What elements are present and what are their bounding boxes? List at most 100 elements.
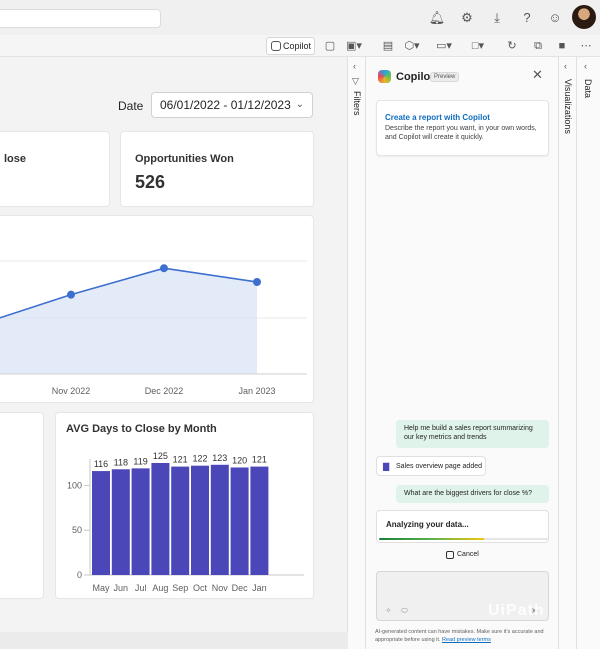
chevron-left-icon[interactable]: ‹: [564, 61, 567, 71]
bar-chart-icon: ▇: [383, 462, 390, 471]
save-icon[interactable]: ■: [558, 40, 566, 52]
bar: [111, 469, 130, 575]
avatar[interactable]: [572, 5, 596, 29]
x-tick-label: Nov: [212, 583, 229, 593]
line-point: [160, 264, 168, 273]
bar: [131, 468, 150, 575]
page-tabs-bar: [0, 632, 348, 649]
user-message: Help me build a sales report summarizing…: [396, 420, 549, 448]
filters-pane[interactable]: ‹ ▽ Filters: [348, 57, 366, 649]
share-icon[interactable]: ⬡▾: [404, 40, 420, 52]
bot-message-text: Sales overview page added: [396, 463, 483, 470]
kpi-label: lose: [4, 153, 27, 165]
refresh-icon[interactable]: ↻: [507, 40, 517, 52]
y-tick-label: 100: [67, 480, 82, 490]
stop-icon: [446, 551, 454, 559]
date-range-value: 06/01/2022 - 01/12/2023: [160, 98, 291, 112]
progress-fill: [379, 538, 484, 540]
chevron-left-icon[interactable]: ‹: [353, 61, 356, 71]
attach-icon[interactable]: ⬭: [401, 606, 408, 615]
sparkle-icon[interactable]: ✧: [385, 606, 392, 615]
kpi-label: Opportunities Won: [135, 153, 234, 165]
x-tick-label: Nov 2022: [52, 386, 91, 396]
bar: [92, 471, 110, 575]
bar: [191, 465, 209, 575]
subscribe-icon[interactable]: □▾: [471, 40, 485, 52]
help-icon[interactable]: ?: [523, 10, 531, 25]
copilot-icon: [271, 41, 281, 51]
copilot-prompt-input[interactable]: ✧ ⬭ ➤: [376, 571, 549, 621]
data-pane[interactable]: ‹ Data: [577, 57, 600, 649]
comment-icon[interactable]: ▢: [324, 40, 336, 52]
filters-pane-label: Filters: [352, 91, 362, 116]
bar-chart-title: AVG Days to Close by Month: [66, 423, 217, 435]
line-chart-card[interactable]: Nov 2022 Dec 2022 Jan 2023: [0, 215, 314, 403]
ai-disclaimer-text: AI-generated content can have mistakes. …: [375, 629, 544, 643]
user-message: What are the biggest drivers for close %…: [396, 485, 549, 503]
view-icon[interactable]: ▣▾: [346, 40, 362, 52]
x-tick-label: Dec: [232, 583, 249, 593]
bar: [210, 464, 229, 575]
y-tick-label: 50: [72, 525, 82, 535]
line-point: [67, 290, 75, 299]
copilot-button[interactable]: Copilot: [266, 37, 315, 55]
bar: [250, 466, 269, 575]
create-report-title: Create a report with Copilot: [385, 113, 490, 122]
send-icon[interactable]: ➤: [531, 606, 538, 615]
data-label: 125: [153, 451, 168, 461]
data-pane-label: Data: [583, 79, 593, 99]
x-tick-label: Sep: [172, 583, 188, 593]
x-tick-label: Jul: [135, 583, 147, 593]
chevron-left-icon[interactable]: ‹: [584, 61, 587, 71]
copilot-logo-icon: [378, 70, 391, 83]
feedback-icon[interactable]: ☺: [548, 10, 562, 25]
chart-card-left[interactable]: [0, 412, 44, 599]
more-icon[interactable]: ⋯: [580, 40, 592, 52]
bell-icon[interactable]: 🔔︎: [428, 10, 446, 25]
data-label: 121: [252, 455, 267, 465]
user-message-text: Help me build a sales report summarizing…: [404, 425, 533, 441]
analyzing-status-text: Analyzing your data...: [386, 520, 469, 529]
bar: [151, 463, 170, 575]
report-toolbar: Copilot ▢ ▣▾ ▤ ⬡▾ ▭▾ □▾ ↻ ⧉ ■ ⋯: [0, 35, 600, 57]
data-label: 122: [192, 454, 207, 464]
line-point: [253, 278, 261, 286]
x-tick-label: Aug: [152, 583, 168, 593]
bot-message[interactable]: ▇ Sales overview page added: [376, 456, 486, 476]
cancel-button[interactable]: Cancel: [446, 551, 479, 559]
bar-chart: 0 50 100 116 May 118 Jun 119 Jul 125 Aug 121 Sep 122 O…: [67, 451, 304, 593]
bar: [171, 466, 190, 575]
data-label: 119: [133, 456, 147, 466]
progress-bar: [379, 538, 548, 540]
search-input[interactable]: [0, 9, 161, 28]
cancel-button-label: Cancel: [457, 551, 479, 558]
chevron-down-icon: ⌄: [295, 99, 304, 110]
kpi-card-opportunities-won[interactable]: Opportunities Won 526: [120, 131, 314, 207]
bar-chart-card[interactable]: AVG Days to Close by Month 0 50 100 116 May 1…: [55, 412, 314, 599]
export-icon[interactable]: ▭▾: [436, 40, 452, 52]
funnel-icon: ▽: [352, 76, 359, 86]
explore-icon[interactable]: ▤: [382, 40, 394, 52]
visualizations-pane-label: Visualizations: [563, 79, 573, 134]
x-tick-label: May: [92, 583, 110, 593]
line-chart: Nov 2022 Dec 2022 Jan 2023: [0, 260, 307, 396]
watermark-logo: UiPath: [488, 602, 545, 619]
download-icon[interactable]: ⤓: [494, 10, 500, 25]
create-report-card[interactable]: Create a report with Copilot Describe th…: [376, 100, 549, 156]
kpi-card-close[interactable]: lose: [0, 131, 110, 207]
x-tick-label: Jan 2023: [238, 386, 275, 396]
visualizations-pane[interactable]: ‹ Visualizations: [559, 57, 577, 649]
copilot-button-label: Copilot: [283, 41, 312, 51]
copilot-pane: Copilot Preview ✕ Create a report with C…: [366, 57, 559, 649]
date-range-select[interactable]: 06/01/2022 - 01/12/2023 ⌄: [151, 92, 313, 118]
x-tick-label: Jun: [114, 583, 129, 593]
x-tick-label: Jan: [252, 583, 267, 593]
preview-terms-link[interactable]: Read preview terms: [441, 637, 491, 643]
close-icon[interactable]: ✕: [532, 67, 543, 82]
copy-icon[interactable]: ⧉: [534, 40, 542, 52]
data-label: 123: [212, 453, 227, 463]
y-tick-label: 0: [77, 570, 82, 580]
gear-icon[interactable]: ⚙: [461, 10, 473, 25]
analyzing-status-card: Analyzing your data...: [376, 510, 549, 543]
report-canvas: Date 06/01/2022 - 01/12/2023 ⌄ lose Oppo…: [0, 57, 348, 632]
